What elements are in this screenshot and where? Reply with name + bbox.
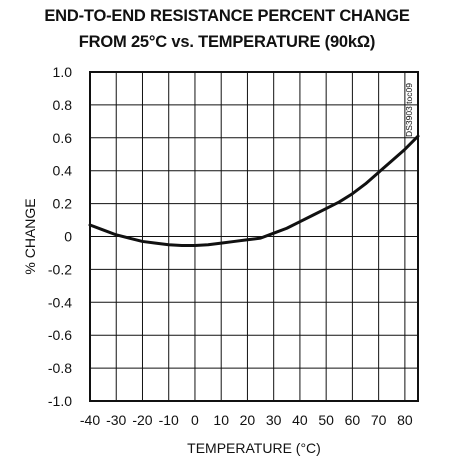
x-tick-label: 50 xyxy=(318,412,334,428)
y-tick-labels: 1.0 0.8 0.6 0.4 0.2 0 -0.2 -0.4 -0.6 -0.8 -1.0 xyxy=(48,64,72,409)
series-line xyxy=(88,134,420,248)
y-tick-label: 0.8 xyxy=(53,97,73,113)
x-tick-label: 20 xyxy=(240,412,256,428)
y-tick-label: 1.0 xyxy=(53,64,73,80)
y-tick-label: -1.0 xyxy=(48,393,72,409)
x-axis-label: TEMPERATURE (°C) xyxy=(187,440,321,456)
y-tick-label: 0 xyxy=(64,229,72,245)
y-tick-label: -0.6 xyxy=(48,327,72,343)
x-tick-label: 70 xyxy=(371,412,387,428)
series-layer xyxy=(88,134,420,248)
plot-frame xyxy=(89,71,419,402)
y-tick-label: -0.4 xyxy=(48,294,72,310)
x-tick-label: -20 xyxy=(132,412,152,428)
x-tick-label: 40 xyxy=(292,412,308,428)
x-tick-label: 0 xyxy=(191,412,199,428)
x-tick-label: -40 xyxy=(80,412,100,428)
y-tick-label: -0.8 xyxy=(48,360,72,376)
x-tick-label: -10 xyxy=(159,412,179,428)
x-tick-label: -30 xyxy=(106,412,126,428)
chart-subtitle: FROM 25°C vs. TEMPERATURE (90kΩ) xyxy=(78,33,376,51)
x-tick-labels: -40 -30 -20 -10 0 10 20 30 40 50 60 70 80 xyxy=(80,412,413,428)
y-tick-label: 0.2 xyxy=(53,196,73,212)
x-tick-label: 30 xyxy=(266,412,282,428)
x-tick-label: 60 xyxy=(345,412,361,428)
figure-code-annotation: DS3903 toc09 xyxy=(404,83,414,137)
grid xyxy=(89,71,418,402)
y-tick-label: -0.2 xyxy=(48,261,72,277)
y-axis-label: % CHANGE xyxy=(22,198,38,274)
x-tick-label: 10 xyxy=(213,412,229,428)
chart-title: END-TO-END RESISTANCE PERCENT CHANGE xyxy=(44,7,410,25)
x-tick-label: 80 xyxy=(397,412,413,428)
y-tick-label: 0.6 xyxy=(53,130,73,146)
y-tick-label: 0.4 xyxy=(53,163,73,179)
